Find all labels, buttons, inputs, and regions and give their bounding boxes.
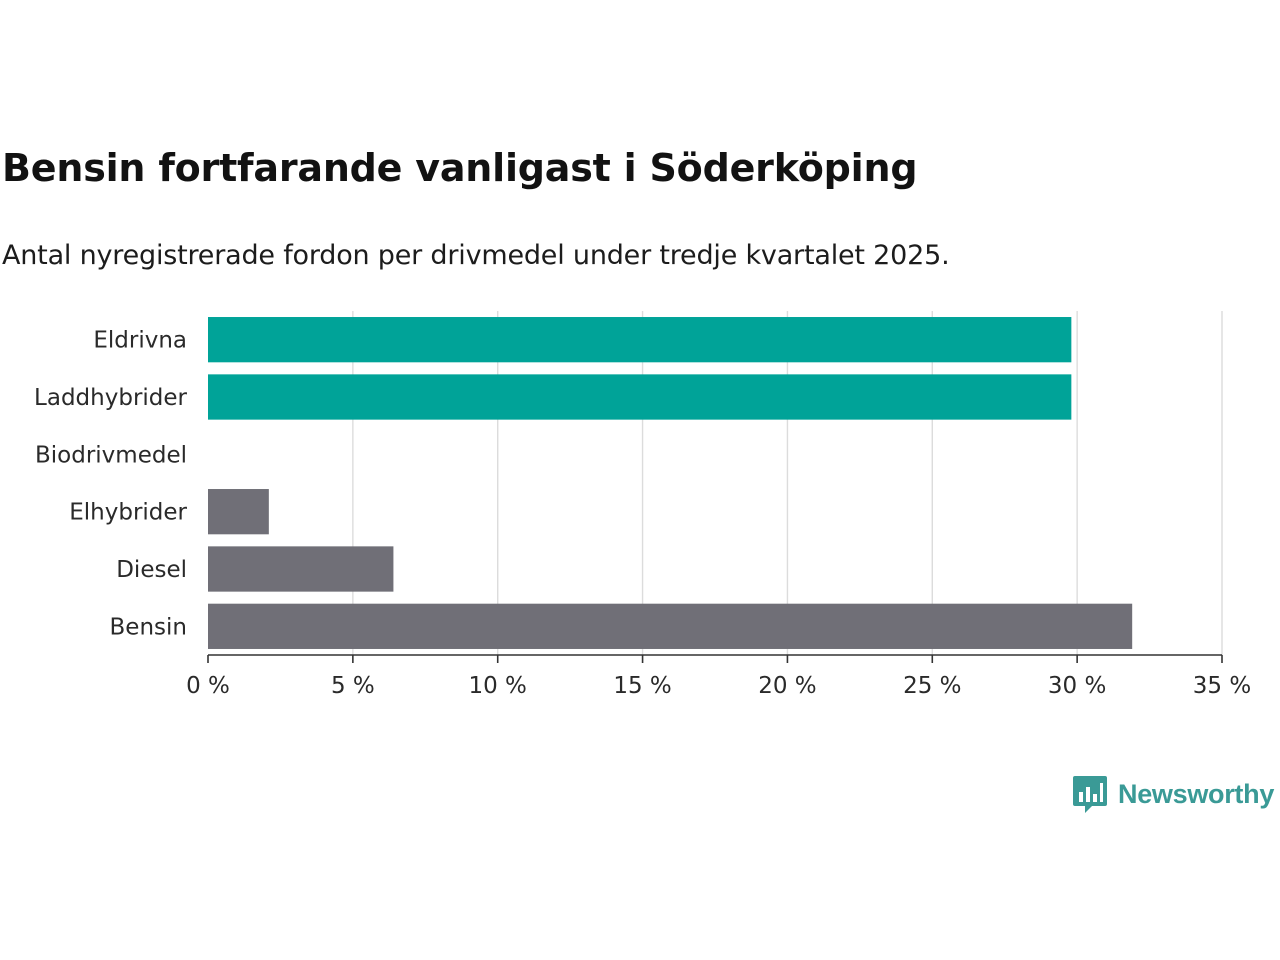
x-tick-label: 30 % <box>1048 673 1106 699</box>
x-tick-label: 35 % <box>1193 673 1251 699</box>
category-label: Biodrivmedel <box>35 442 187 468</box>
category-labels: Eldrivna Laddhybrider Biodrivmedel Elhybrid… <box>34 328 187 641</box>
brand-name: Newsworthy <box>1118 778 1275 809</box>
x-tick-label: 15 % <box>613 673 671 699</box>
bars <box>208 317 1133 649</box>
x-tick-label: 20 % <box>758 673 816 699</box>
bar-eldrivna[interactable] <box>208 317 1072 363</box>
x-tick-label: 10 % <box>468 673 526 699</box>
category-label: Bensin <box>110 614 187 640</box>
bar-diesel[interactable] <box>208 546 394 592</box>
x-axis: 0 % 5 % 10 % 15 % 20 % 25 % 30 % 35 % <box>186 654 1251 699</box>
category-label: Diesel <box>116 557 187 583</box>
gridlines <box>352 311 1223 655</box>
category-label: Elhybrider <box>69 500 187 526</box>
bar-chart-speech-icon <box>1073 776 1107 813</box>
chart-subtitle: Antal nyregistrerade fordon per drivmede… <box>2 240 950 271</box>
category-label: Laddhybrider <box>34 385 187 411</box>
newsworthy-logo: Newsworthy <box>1072 774 1274 814</box>
bar-bensin[interactable] <box>208 603 1133 649</box>
bar-laddhybrider[interactable] <box>208 374 1072 420</box>
category-label: Eldrivna <box>93 328 187 354</box>
bar-elhybrider[interactable] <box>208 489 269 535</box>
x-tick-label: 5 % <box>331 673 375 699</box>
chart-title: Bensin fortfarande vanligast i Söderköpi… <box>2 146 918 190</box>
x-tick-label: 25 % <box>903 673 961 699</box>
x-tick-label: 0 % <box>186 673 230 699</box>
